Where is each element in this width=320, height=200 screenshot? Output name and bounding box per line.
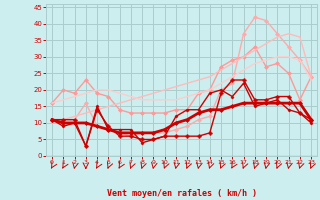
Text: Vent moyen/en rafales ( km/h ): Vent moyen/en rafales ( km/h ) bbox=[108, 189, 257, 198]
